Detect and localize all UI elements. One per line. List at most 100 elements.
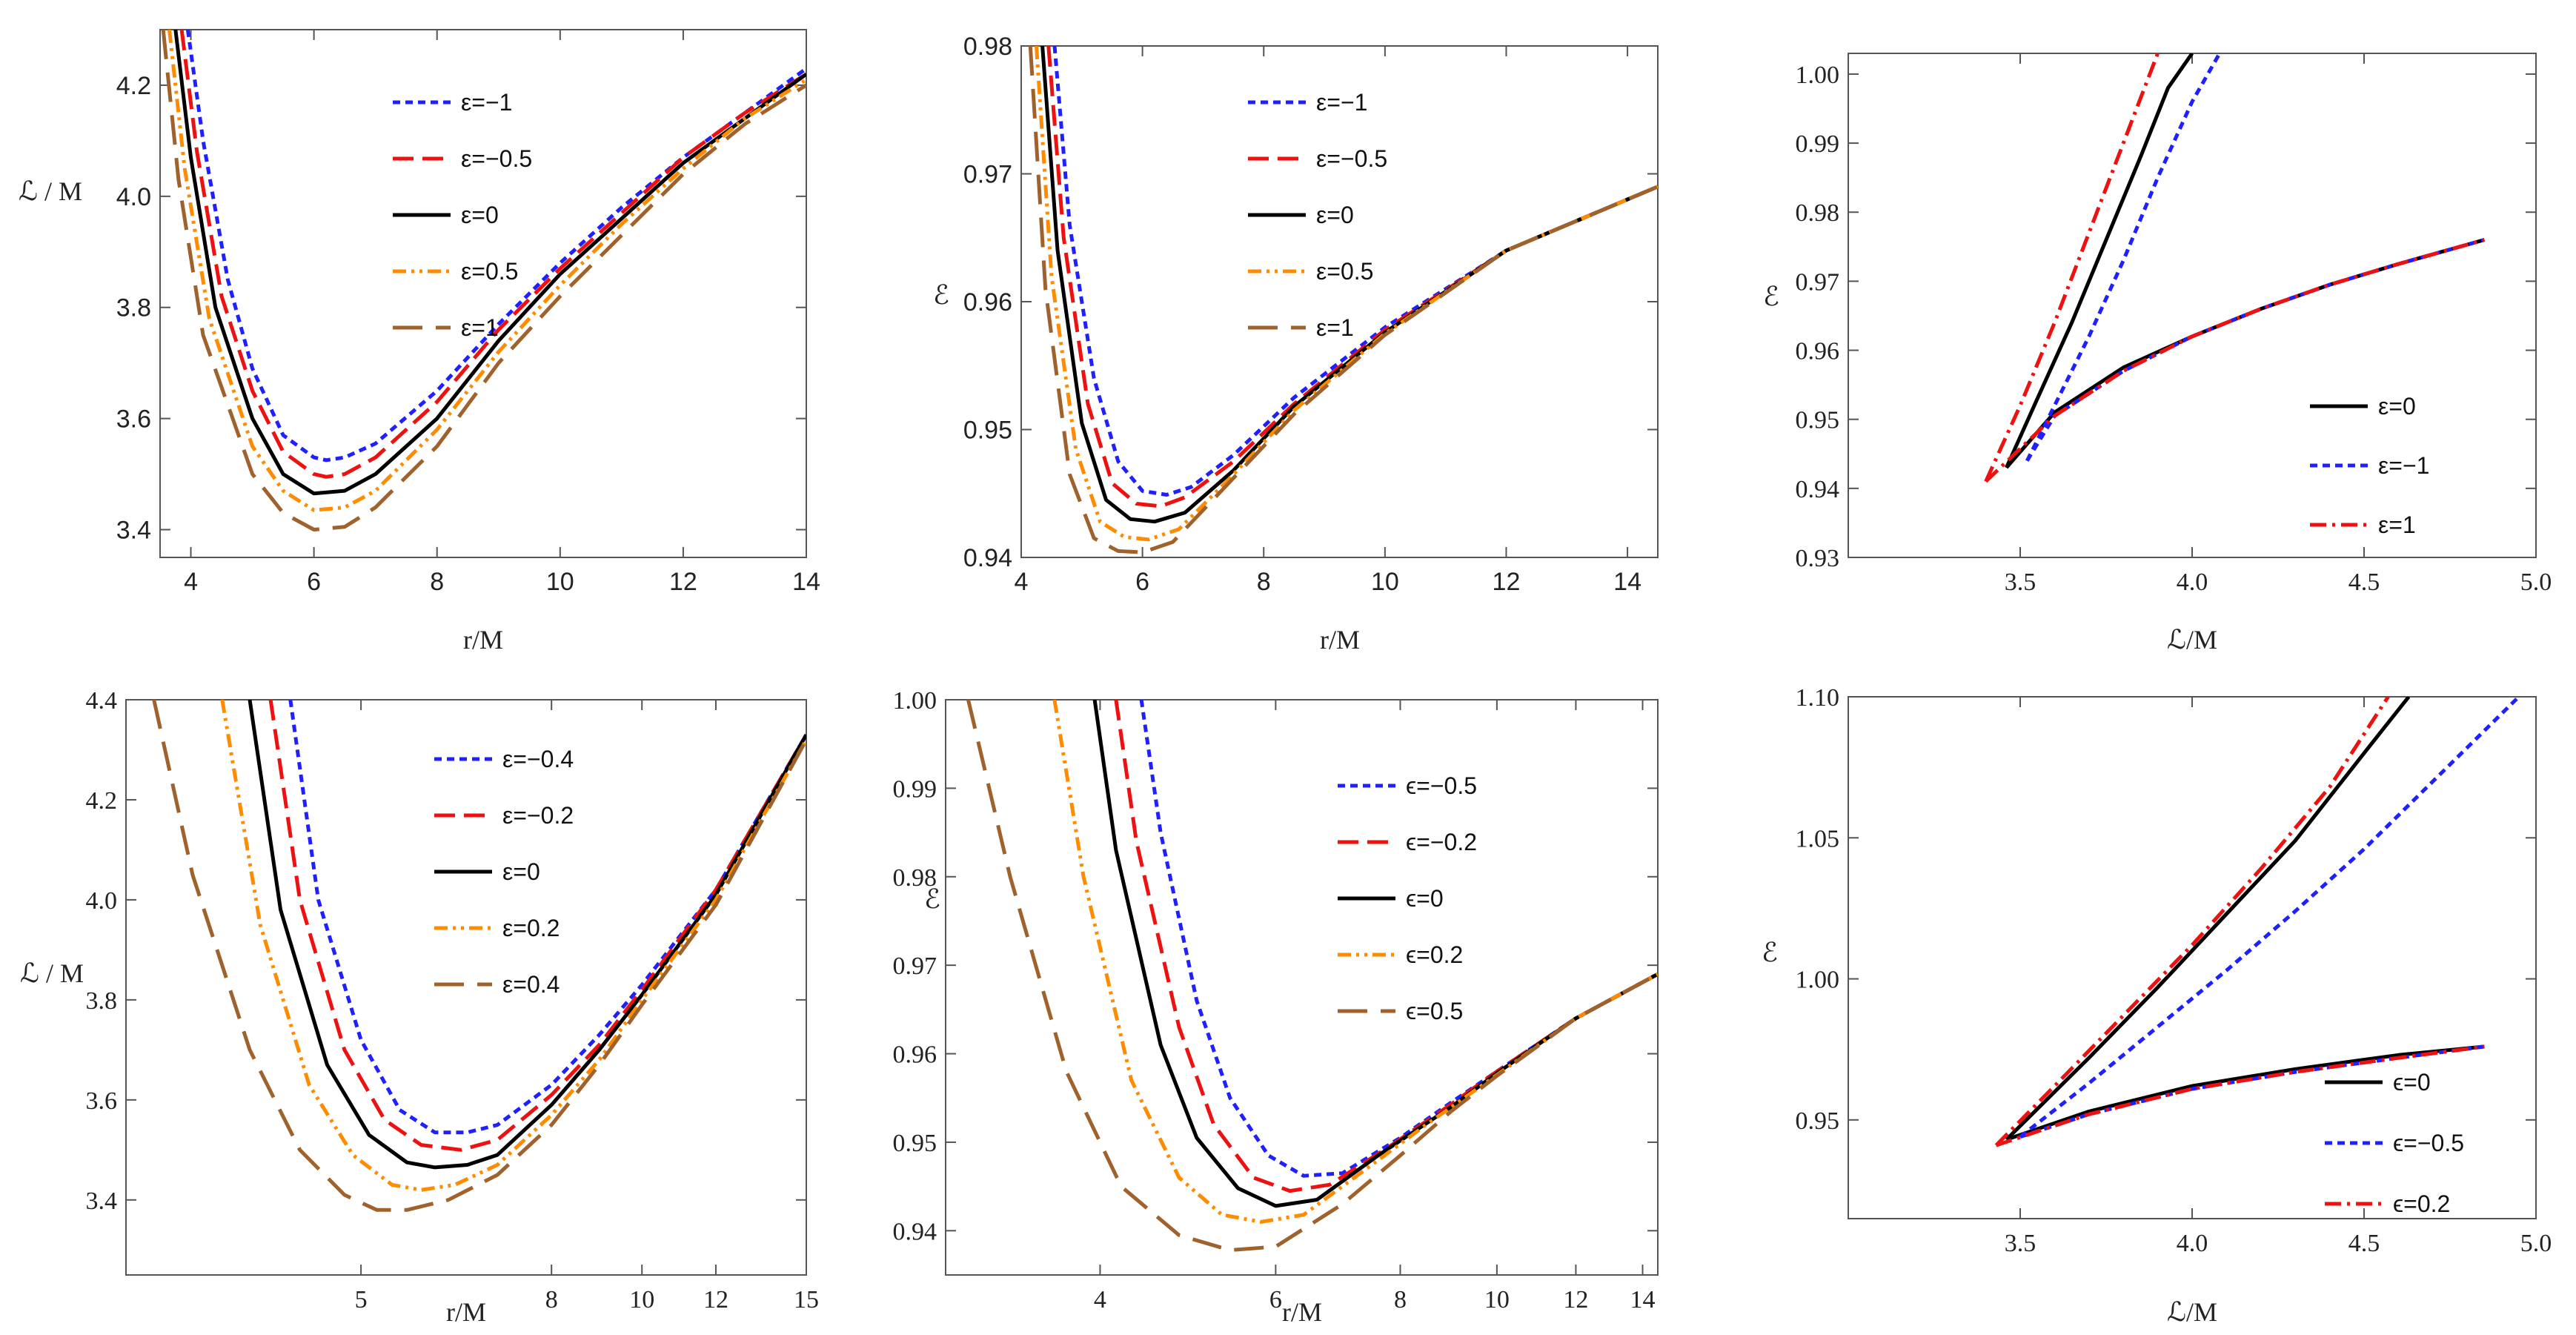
- chart-panel-p5: 4 6 8 10 12 14 0.94 0.95 0.96 0.97 0.98 0.99 1.00 r/M…: [893, 687, 1659, 1327]
- series-line: [220, 700, 806, 1192]
- series-line: [152, 700, 806, 1212]
- x-tick-label: 8: [430, 568, 444, 596]
- y-tick-label: 4.2: [116, 72, 151, 100]
- series-line: [185, 30, 806, 463]
- x-tick-label: 15: [794, 1286, 819, 1314]
- x-tick-label: 8: [1257, 568, 1271, 596]
- y-tick-label: 0.94: [893, 1218, 937, 1245]
- y-tick-label: 0.95: [893, 1130, 937, 1157]
- y-tick-label: 0.96: [1796, 338, 1840, 365]
- x-tick-label: 10: [546, 568, 574, 596]
- y-tick-label: 0.94: [1796, 476, 1840, 503]
- x-tick-label: 6: [307, 568, 321, 596]
- series-line: [1114, 700, 1658, 1193]
- series-line: [1994, 697, 2390, 1147]
- y-tick-label: 0.95: [1796, 407, 1840, 434]
- chart-panel-p2: 4 6 8 10 12 14 0.94 0.95 0.96 0.97 0.98 r/M ℰε=−1 ε=−…: [933, 33, 1659, 655]
- y-tick-label: 0.95: [1796, 1107, 1840, 1135]
- legend-label: ε=0: [461, 202, 499, 228]
- x-tick-label: 14: [792, 568, 820, 596]
- y-tick-label: 0.94: [963, 544, 1012, 572]
- x-tick-label: 6: [1269, 1286, 1282, 1314]
- y-tick-label: 4.0: [86, 887, 118, 915]
- x-tick-label: 4: [184, 568, 198, 596]
- series-line: [2025, 238, 2486, 462]
- x-tick-label: 14: [1630, 1286, 1655, 1314]
- y-tick-label: 3.8: [116, 294, 151, 322]
- legend-label: ε=0: [502, 858, 540, 885]
- y-tick-label: 1.00: [893, 687, 937, 715]
- y-tick-label: 4.2: [86, 787, 118, 815]
- y-axis-label: ℒ / M: [19, 176, 82, 206]
- y-tick-label: 3.6: [86, 1087, 118, 1115]
- y-tick-label: 3.4: [86, 1187, 118, 1215]
- plot-frame: [1848, 53, 2537, 558]
- y-tick-label: 0.95: [963, 417, 1012, 445]
- x-tick-label: 4: [1015, 568, 1029, 596]
- plot-frame: [159, 29, 807, 558]
- legend-label: ε=1: [461, 314, 499, 341]
- y-tick-label: 0.98: [963, 33, 1012, 61]
- legend-label: ε=−0.2: [502, 802, 574, 829]
- series-line: [1995, 1044, 2485, 1147]
- x-tick-label: 12: [1563, 1286, 1588, 1314]
- legend-label: ϵ=0: [1406, 885, 1444, 912]
- legend-label: ε=0.5: [1316, 258, 1373, 285]
- x-axis-label: ℒ/M: [2167, 1297, 2217, 1327]
- legend-label: ε=−0.4: [502, 746, 574, 772]
- x-axis-label: r/M: [1282, 1297, 1322, 1327]
- series-line: [1028, 46, 1658, 554]
- legend-label: ϵ=−0.5: [2393, 1130, 2464, 1156]
- x-tick-label: 8: [1394, 1286, 1407, 1314]
- legend-label: ϵ=0.2: [2393, 1190, 2450, 1217]
- series-line: [966, 700, 1658, 1253]
- x-tick-label: 10: [1371, 568, 1399, 596]
- x-tick-label: 12: [669, 568, 697, 596]
- chart-panel-p6: 3.5 4.0 4.5 5.0 0.95 1.00 1.05 1.10 ℒ/M ℰϵ=0 ϵ=−0.…: [1762, 684, 2552, 1327]
- series-line: [1035, 46, 1658, 542]
- series-line: [2019, 697, 2520, 1139]
- x-tick-label: 4.0: [2177, 569, 2208, 596]
- y-tick-label: 1.00: [1796, 967, 1840, 994]
- legend-label: ε=0: [2378, 393, 2416, 420]
- x-tick-label: 14: [1613, 568, 1641, 596]
- x-axis-label: r/M: [446, 1297, 486, 1327]
- y-tick-label: 0.98: [1796, 199, 1840, 227]
- x-axis-label: r/M: [463, 625, 503, 655]
- x-tick-label: 4.5: [2348, 1230, 2380, 1257]
- legend-label: ε=0.4: [502, 971, 560, 998]
- plot-frame: [1020, 45, 1659, 558]
- y-tick-label: 4.4: [86, 687, 118, 715]
- y-tick-label: 0.99: [893, 775, 937, 803]
- legend-label: ε=−0.5: [1316, 145, 1387, 172]
- y-tick-label: 1.10: [1796, 684, 1840, 712]
- chart-panel-p4: 5 8 10 12 15 3.4 3.6 3.8 4.0 4.2 4.4 r/M ℒ / M ε=−0.4…: [20, 687, 819, 1327]
- chart-panel-p1: 4 6 8 10 12 14 3.4 3.6 3.8 4.0 4.2 r/M ℒ / M ε=−1 ε=−0…: [19, 29, 820, 655]
- legend-label: ε=−1: [2378, 452, 2429, 479]
- series-line: [268, 700, 806, 1152]
- series-line: [288, 700, 806, 1135]
- x-tick-label: 10: [629, 1286, 654, 1314]
- series-line: [1092, 700, 1658, 1208]
- y-tick-label: 0.93: [1796, 545, 1840, 572]
- y-axis-label: ℰ: [924, 884, 940, 914]
- x-tick-label: 4.5: [2348, 569, 2380, 596]
- y-tick-label: 0.98: [893, 864, 937, 892]
- y-axis-label: ℰ: [933, 280, 949, 310]
- series-line: [2005, 238, 2486, 469]
- series-line: [2005, 1044, 2485, 1142]
- legend-label: ε=1: [2378, 511, 2416, 538]
- y-tick-label: 0.97: [893, 953, 937, 980]
- y-tick-label: 0.97: [963, 161, 1012, 189]
- series-line: [248, 700, 806, 1170]
- y-tick-label: 0.97: [1796, 268, 1840, 296]
- y-axis-label: ℰ: [1763, 282, 1779, 311]
- y-tick-label: 0.96: [963, 288, 1012, 317]
- legend-label: ϵ=−0.5: [1406, 772, 1477, 799]
- plot-frame: [945, 699, 1659, 1276]
- legend-label: ε=0.5: [461, 258, 518, 285]
- series-line: [1139, 700, 1658, 1178]
- x-tick-label: 10: [1484, 1286, 1510, 1314]
- y-tick-label: 1.00: [1796, 62, 1840, 89]
- x-tick-label: 5.0: [2520, 1230, 2552, 1257]
